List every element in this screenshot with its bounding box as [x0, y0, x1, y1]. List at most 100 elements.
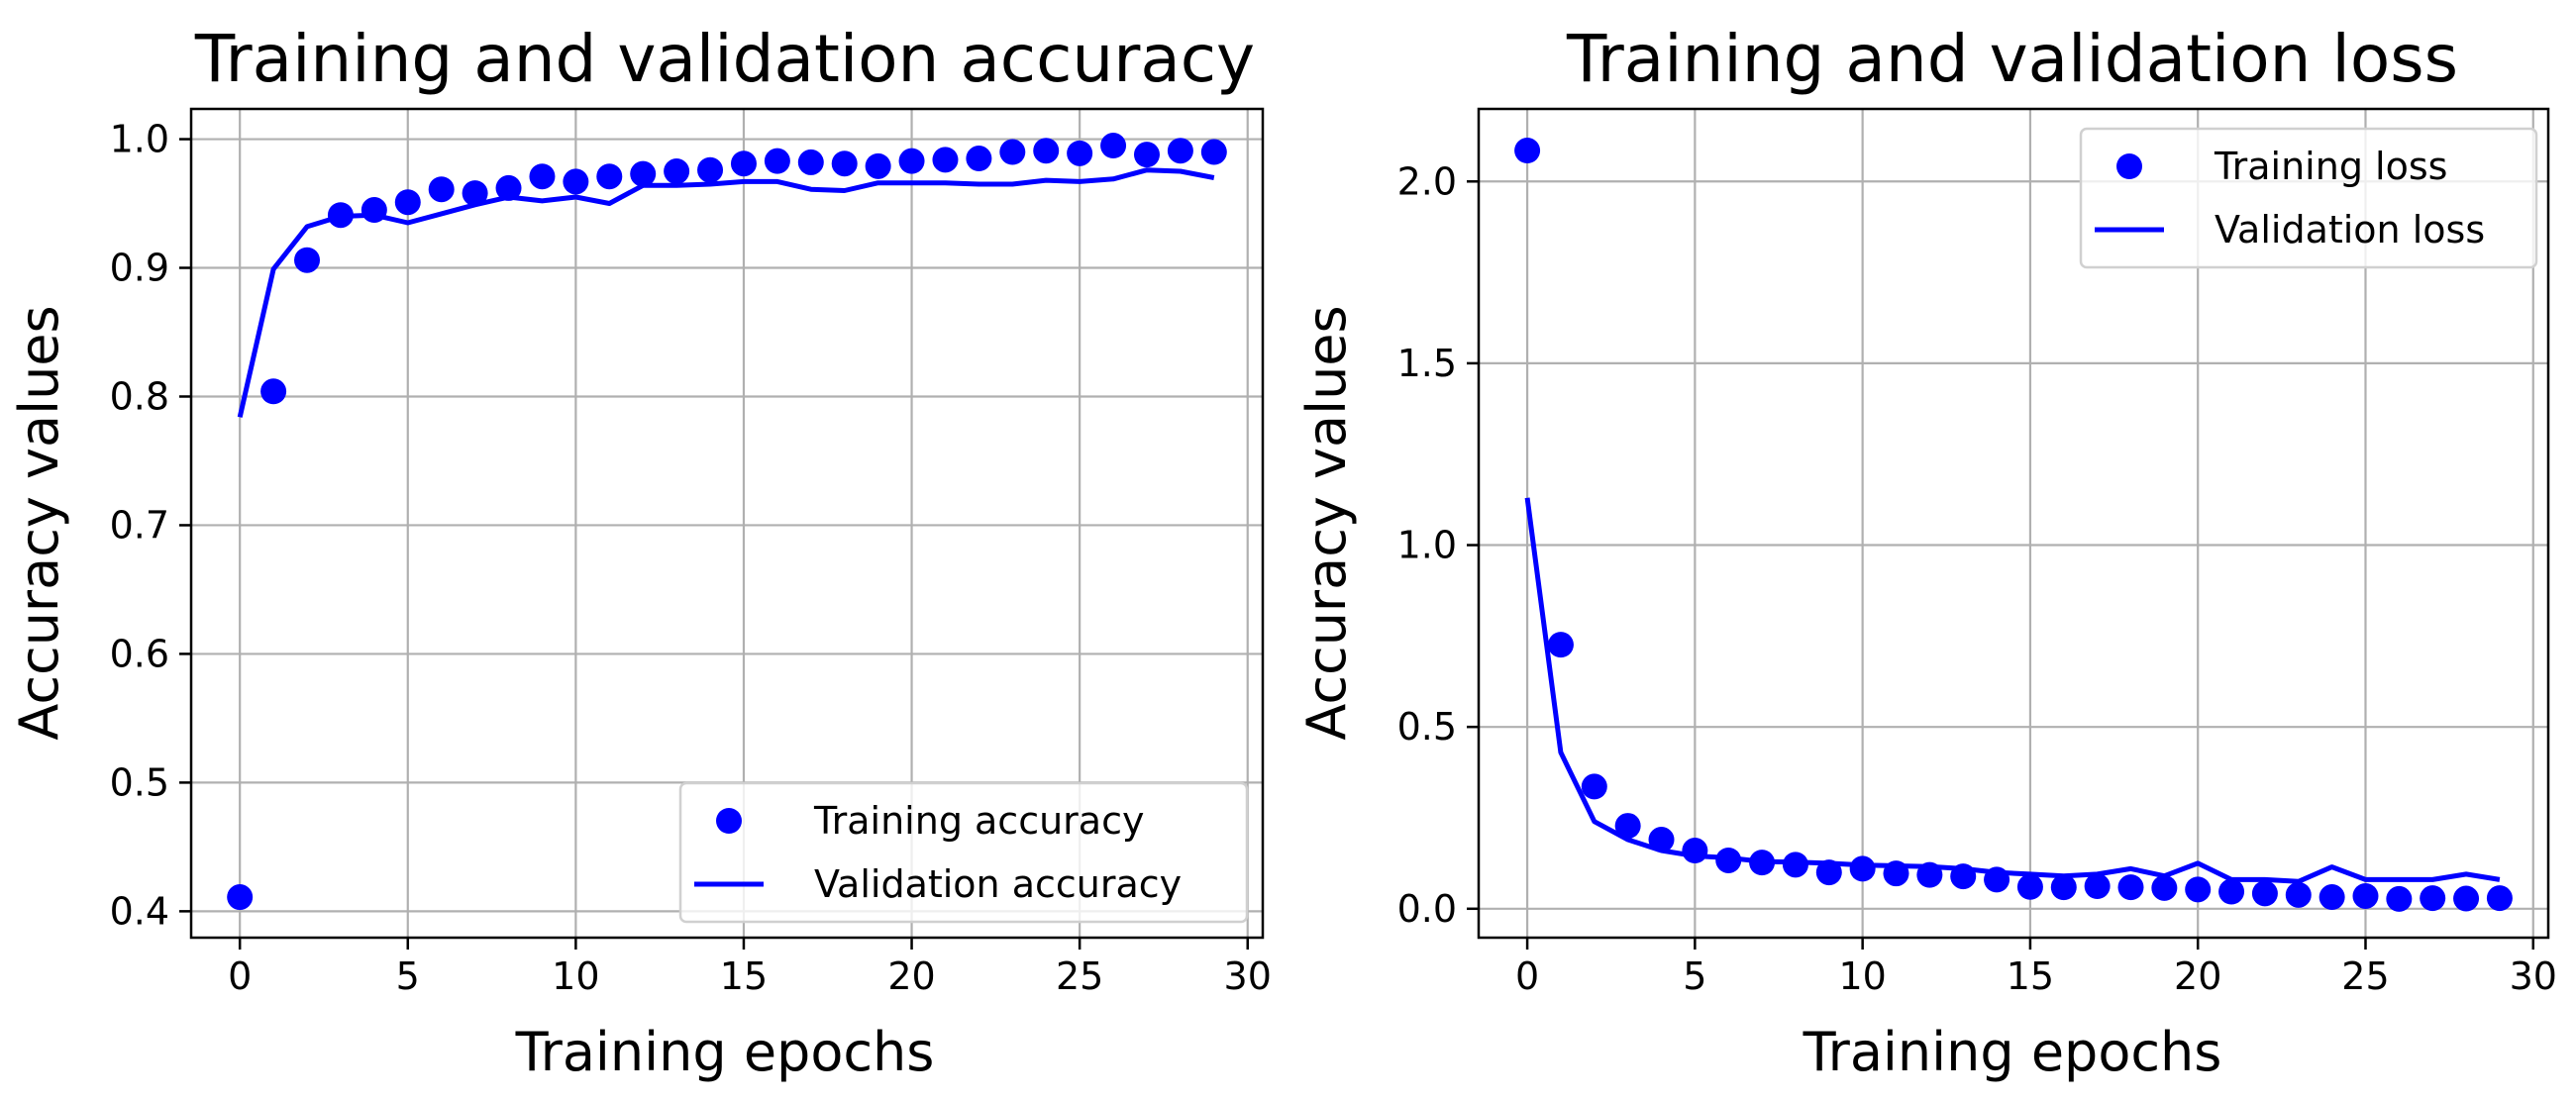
- loss-chart-series-0-point-2: [1581, 773, 1607, 800]
- loss-chart-series-0-point-16: [2050, 874, 2077, 901]
- loss-chart-xtick-label-6: 30: [2510, 954, 2557, 998]
- accuracy-chart-xtick-label-4: 20: [887, 954, 935, 998]
- loss-chart-ytick-label-4: 2.0: [1397, 159, 1457, 203]
- accuracy-chart-series-0-point-13: [664, 158, 690, 185]
- loss-chart-legend-box: [2079, 127, 2538, 269]
- loss-chart-series-1-line: [1524, 497, 2501, 884]
- loss-chart-series-0-point-8: [1782, 852, 1808, 878]
- loss-chart-series-0-point-5: [1682, 838, 1708, 864]
- loss-chart-legend-label-1: Validation loss: [2215, 208, 2485, 251]
- loss-chart-series-0-point-23: [2285, 881, 2312, 908]
- loss-chart-xtick-label-4: 20: [2174, 954, 2221, 998]
- accuracy-chart-series-0-point-8: [495, 174, 522, 201]
- accuracy-chart-series-0-point-12: [630, 160, 657, 187]
- loss-chart-xtick-label-0: 0: [1515, 954, 1539, 998]
- accuracy-chart-series-0-point-22: [966, 146, 992, 172]
- loss-chart-series-0-point-3: [1614, 813, 1641, 840]
- loss-chart-series-0-point-24: [2318, 884, 2345, 911]
- accuracy-chart-ytick-label-4: 0.8: [110, 374, 169, 418]
- loss-chart-series-0-point-22: [2251, 880, 2278, 907]
- accuracy-chart-xtick-label-6: 30: [1224, 954, 1272, 998]
- accuracy-chart-series-0-point-1: [260, 378, 287, 405]
- accuracy-chart-xtick-label-5: 25: [1056, 954, 1103, 998]
- loss-chart-xtick-label-1: 5: [1683, 954, 1706, 998]
- loss-chart-series-0-point-27: [2420, 885, 2446, 912]
- accuracy-chart-series-0-point-14: [697, 156, 724, 183]
- accuracy-chart-series-0-point-10: [563, 168, 589, 195]
- accuracy-chart-ytick-label-2: 0.6: [110, 632, 169, 675]
- loss-chart-series-0-point-0: [1514, 138, 1541, 164]
- loss-chart-grid: [1479, 109, 2548, 938]
- loss-chart-ytick-label-3: 1.5: [1397, 342, 1457, 385]
- loss-chart-series-0-point-21: [2218, 878, 2245, 905]
- loss-chart-series-0-point-1: [1547, 632, 1574, 658]
- accuracy-chart-ytick-label-6: 1.0: [110, 118, 169, 161]
- accuracy-chart-series-0-point-2: [294, 247, 321, 273]
- accuracy-chart-series-0-point-24: [1033, 138, 1060, 164]
- accuracy-chart-series-0-point-20: [898, 148, 925, 174]
- accuracy-chart-series-0-point-5: [394, 189, 421, 216]
- loss-chart-series-0-point-10: [1849, 855, 1876, 882]
- loss-chart-ytick-label-0: 0.0: [1397, 887, 1457, 931]
- accuracy-chart-title: Training and validation accuracy: [194, 21, 1255, 97]
- accuracy-chart-legend-label-0: Training accuracy: [813, 799, 1144, 843]
- accuracy-chart-ytick-label-5: 0.9: [110, 247, 169, 290]
- accuracy-chart-series-0-point-21: [932, 147, 959, 173]
- loss-chart-legend-marker-key: [2116, 153, 2142, 179]
- loss-chart-series-0-point-15: [2016, 873, 2043, 900]
- accuracy-chart-legend: Training accuracy Validation accuracy: [678, 781, 1249, 924]
- loss-chart-ytick-label-2: 1.0: [1397, 524, 1457, 567]
- loss-chart-series-0-point-29: [2486, 885, 2513, 912]
- accuracy-chart-series-0-point-28: [1167, 138, 1193, 164]
- loss-chart-legend-label-0: Training loss: [2214, 145, 2447, 188]
- accuracy-chart-series-0-point-29: [1200, 139, 1227, 165]
- accuracy-chart-xtick-label-2: 10: [552, 954, 599, 998]
- accuracy-chart-legend-marker-key: [716, 808, 742, 834]
- loss-chart-series-0-point-6: [1715, 847, 1742, 873]
- loss-chart-series-0-point-18: [2117, 874, 2144, 901]
- accuracy-chart-series-0-point-18: [831, 150, 858, 177]
- accuracy-chart-legend-label-1: Validation accuracy: [814, 862, 1182, 906]
- loss-chart-ylabel: Accuracy values: [1295, 305, 1358, 740]
- accuracy-chart-series-0-point-6: [428, 176, 455, 203]
- loss-chart-ytick-label-1: 0.5: [1397, 705, 1457, 749]
- loss-chart-series-0-point-26: [2386, 885, 2413, 912]
- accuracy-chart-series-0-point-23: [999, 139, 1026, 165]
- accuracy-chart-series-0-point-26: [1100, 133, 1127, 159]
- loss-chart-frame: [1477, 107, 2550, 940]
- accuracy-chart-series-0-point-17: [797, 149, 824, 175]
- accuracy-chart-frame: [189, 107, 1265, 940]
- accuracy-chart-series-0-point-0: [227, 884, 254, 911]
- loss-chart-series-0-point-25: [2352, 882, 2379, 909]
- accuracy-chart-ytick-label-0: 0.4: [110, 889, 169, 933]
- loss-chart-xtick-label-2: 10: [1838, 954, 1886, 998]
- loss-chart-legend: Training loss Validation loss: [2079, 127, 2538, 269]
- accuracy-chart-xtick-label-1: 5: [396, 954, 420, 998]
- accuracy-chart-series-0-point-25: [1067, 140, 1093, 166]
- accuracy-chart-series-0-point-11: [596, 163, 623, 190]
- accuracy-chart-series-0-point-27: [1133, 142, 1160, 168]
- accuracy-chart-series-1-line: [237, 167, 1215, 418]
- loss-chart-xtick-label-5: 25: [2341, 954, 2389, 998]
- accuracy-chart-legend-box: [678, 781, 1249, 924]
- accuracy-chart: Training and validation accuracy Trainin…: [8, 21, 1272, 1083]
- accuracy-chart-xtick-label-0: 0: [228, 954, 252, 998]
- loss-chart-xtick-label-3: 15: [2007, 954, 2054, 998]
- loss-chart-title: Training and validation loss: [1566, 21, 2458, 97]
- accuracy-chart-series-0-point-15: [730, 150, 757, 177]
- accuracy-chart-ytick-label-1: 0.5: [110, 760, 169, 804]
- loss-chart-series-0-point-17: [2084, 873, 2111, 900]
- accuracy-chart-grid: [191, 109, 1263, 938]
- loss-chart-series-0-point-20: [2185, 876, 2212, 903]
- accuracy-chart-series-0-point-9: [529, 163, 556, 190]
- accuracy-chart-ylabel: Accuracy values: [8, 305, 70, 740]
- loss-chart-series-0-point-28: [2453, 885, 2480, 912]
- accuracy-chart-series-0-point-7: [462, 180, 488, 207]
- accuracy-chart-xtick-label-3: 15: [720, 954, 768, 998]
- loss-chart: Training and validation loss Training ep…: [1295, 21, 2557, 1083]
- loss-chart-series-0-point-19: [2151, 874, 2178, 901]
- accuracy-chart-series-0-point-19: [865, 152, 891, 179]
- accuracy-chart-series-0-point-16: [764, 148, 790, 174]
- accuracy-chart-ytick-label-3: 0.7: [110, 503, 169, 547]
